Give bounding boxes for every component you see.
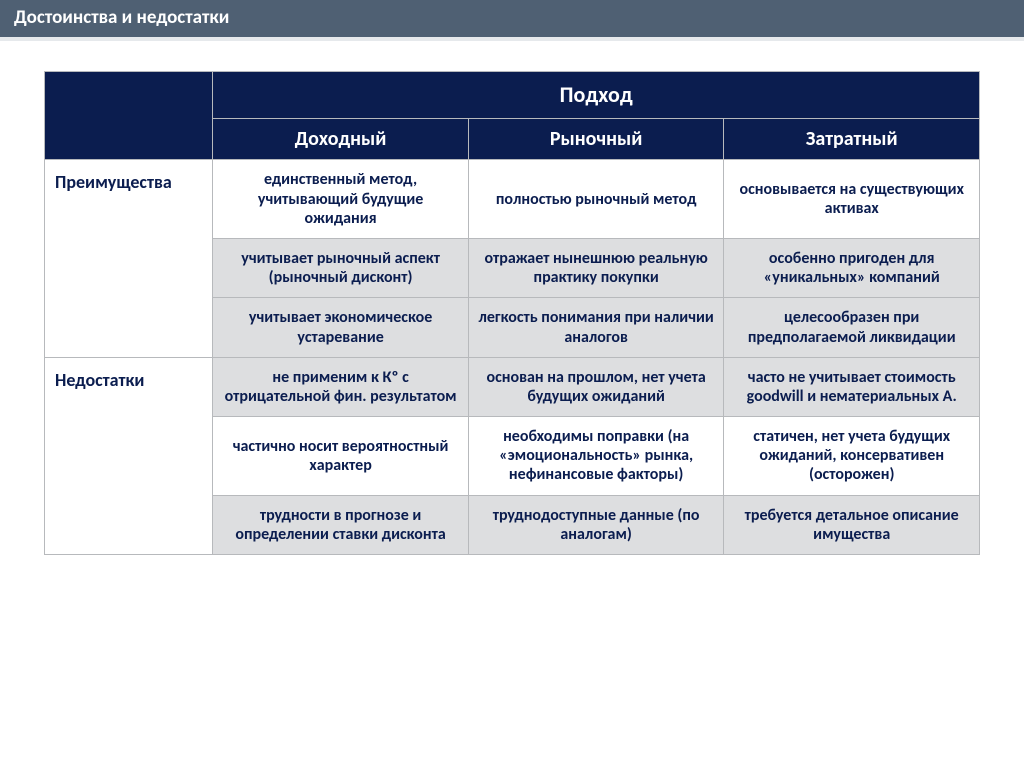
table-cell: труднодоступные данные (по аналогам) — [468, 495, 724, 554]
comparison-table: Подход Доходный Рыночный Затратный Преим… — [44, 71, 980, 555]
table-header-row-main: Подход — [45, 72, 980, 119]
table-body: Преимущества единственный метод, учитыва… — [45, 160, 980, 555]
header-empty — [45, 72, 213, 160]
table-row: Преимущества единственный метод, учитыва… — [45, 160, 980, 239]
table-cell: единственный метод, учитывающий будущие … — [213, 160, 469, 239]
table-cell: учитывает экономическое устаревание — [213, 298, 469, 357]
table-cell: целесообразен при предполагаемой ликвида… — [724, 298, 980, 357]
table-cell: полностью рыночный метод — [468, 160, 724, 239]
table-cell: не применим к Кº с отрицательной фин. ре… — [213, 357, 469, 416]
table-cell: необходимы поправки (на «эмоциональность… — [468, 417, 724, 496]
table-row: Недостатки не применим к Кº с отрицатель… — [45, 357, 980, 416]
table-cell: статичен, нет учета будущих ожиданий, ко… — [724, 417, 980, 496]
slide-title: Достоинства и недостатки — [14, 6, 229, 29]
header-sub-0: Доходный — [213, 119, 469, 160]
table-cell: частично носит вероятностный характер — [213, 417, 469, 496]
table-cell: отражает нынешнюю реальную практику поку… — [468, 238, 724, 297]
table-cell: требуется детальное описание имущества — [724, 495, 980, 554]
section-label-0: Преимущества — [45, 160, 213, 357]
table-cell: основывается на существующих активах — [724, 160, 980, 239]
table-cell: учитывает рыночный аспект (рыночный диск… — [213, 238, 469, 297]
header-sub-1: Рыночный — [468, 119, 724, 160]
table-cell: основан на прошлом, нет учета будущих ож… — [468, 357, 724, 416]
header-sub-2: Затратный — [724, 119, 980, 160]
slide-title-bar: Достоинства и недостатки — [0, 0, 1024, 41]
section-label-1: Недостатки — [45, 357, 213, 554]
header-main: Подход — [213, 72, 980, 119]
content-area: Подход Доходный Рыночный Затратный Преим… — [0, 41, 1024, 555]
table-cell: особенно пригоден для «уникальных» компа… — [724, 238, 980, 297]
table-cell: трудности в прогнозе и определении ставк… — [213, 495, 469, 554]
table-cell: легкость понимания при наличии аналогов — [468, 298, 724, 357]
table-cell: часто не учитывает стоимость goodwill и … — [724, 357, 980, 416]
